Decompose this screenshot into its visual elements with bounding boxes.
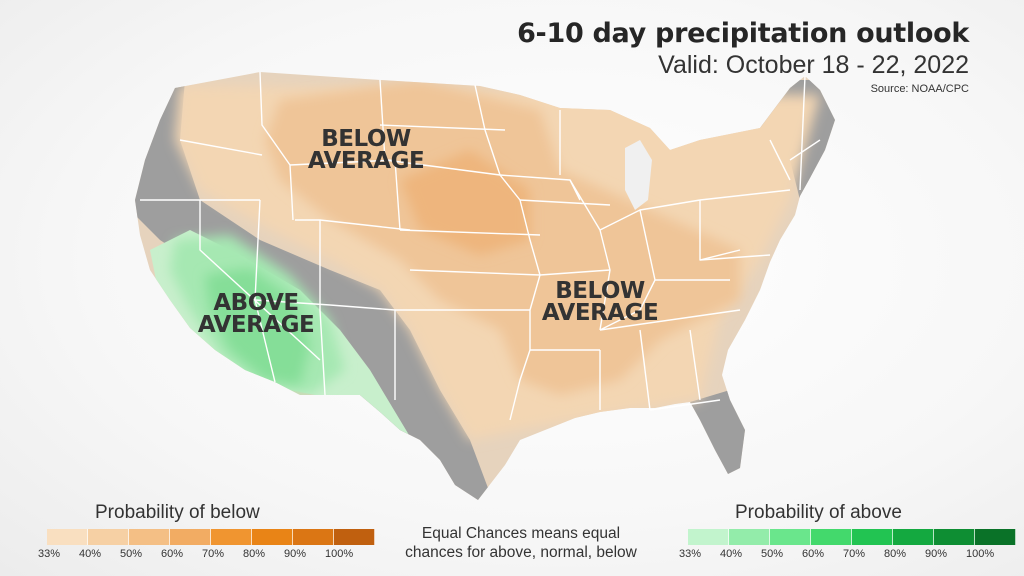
legend-above-bar	[688, 529, 1016, 545]
title-block: 6-10 day precipitation outlook Valid: Oc…	[517, 18, 969, 95]
legend-above-swatch-2	[770, 529, 811, 545]
legend-below-tick-5: 80%	[243, 548, 266, 560]
map-subtitle: Valid: October 18 - 22, 2022	[658, 51, 969, 79]
legend-above-swatch-4	[852, 529, 893, 545]
state-borders	[140, 71, 821, 421]
legend-below-tick-7: 100%	[325, 548, 354, 560]
legend-below-swatch-4	[211, 529, 252, 545]
legend-above-swatch-5	[893, 529, 934, 545]
region-label-above-southwest: ABOVE AVERAGE	[197, 290, 315, 338]
legend-below-tick-0: 33%	[38, 548, 61, 560]
equal-chances-note: Equal Chances means equal chances for ab…	[405, 525, 637, 561]
above-average-50pct-zone	[205, 268, 310, 385]
legend-above-title: Probability of above	[735, 502, 902, 523]
source-note: Source: NOAA/CPC	[870, 83, 969, 95]
below-average-50pct-zone	[400, 150, 530, 255]
legend-below-ticks: 33% 40% 50% 60% 70% 80% 90% 100%	[38, 548, 366, 560]
legend-below-swatch-6	[293, 529, 334, 545]
legend-above-tick-7: 100%	[966, 548, 995, 560]
legend-above-tick-5: 80%	[884, 548, 907, 560]
legend-above-swatch-3	[811, 529, 852, 545]
legend-above-ticks: 33% 40% 50% 60% 70% 80% 90% 100%	[679, 548, 1007, 560]
lake-michigan	[625, 140, 652, 210]
legend-below-swatch-5	[252, 529, 293, 545]
legend-above-swatch-1	[729, 529, 770, 545]
legend-below-tick-6: 90%	[284, 548, 307, 560]
equal-chances-florida	[690, 390, 760, 490]
legend-below-tick-4: 70%	[202, 548, 225, 560]
legend-below-swatch-3	[170, 529, 211, 545]
legend-below-swatch-0	[47, 529, 88, 545]
legend-above-tick-6: 90%	[925, 548, 948, 560]
legend-above-tick-3: 60%	[802, 548, 825, 560]
legend-below-tick-3: 60%	[161, 548, 184, 560]
legend-above-tick-0: 33%	[679, 548, 702, 560]
region-label-below-east: BELOW AVERAGE	[541, 278, 659, 326]
legend-below-swatch-7	[334, 529, 375, 545]
legend-above-tick-2: 50%	[761, 548, 784, 560]
region-label-below-north: BELOW AVERAGE	[307, 126, 425, 174]
legend-above-tick-4: 70%	[843, 548, 866, 560]
equal-chances-west-coast	[135, 72, 500, 500]
legend-above-tick-1: 40%	[720, 548, 743, 560]
legend-below-swatch-1	[88, 529, 129, 545]
legend-below-swatch-2	[129, 529, 170, 545]
legend-below-title: Probability of below	[95, 502, 260, 523]
legend-below-bar	[47, 529, 375, 545]
legend-above-swatch-6	[934, 529, 975, 545]
legend-below-tick-1: 40%	[79, 548, 102, 560]
legend-above-swatch-7	[975, 529, 1016, 545]
map-title: 6-10 day precipitation outlook	[517, 18, 969, 49]
legend-below-tick-2: 50%	[120, 548, 143, 560]
legend-above-swatch-0	[688, 529, 729, 545]
